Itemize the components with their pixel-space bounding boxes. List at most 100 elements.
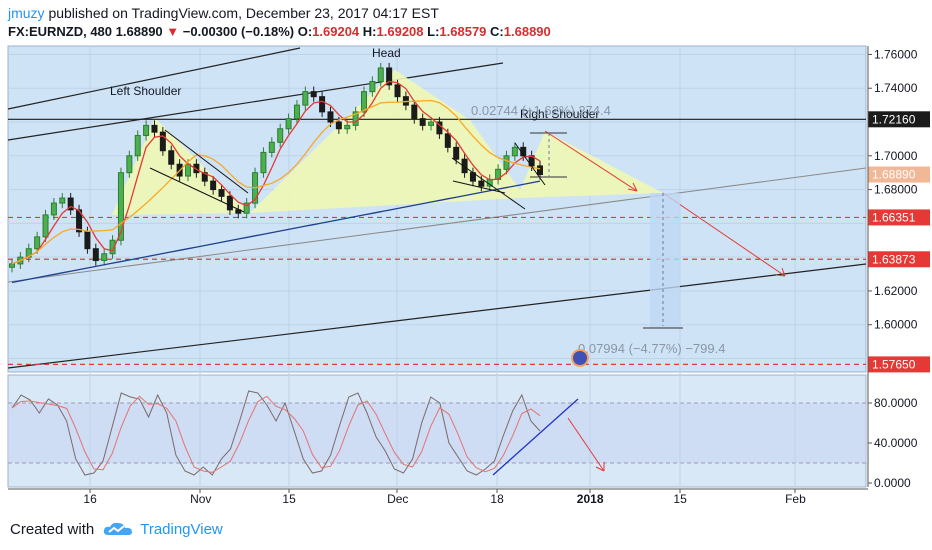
- candle-body: [151, 124, 158, 133]
- moving-average-orange: [11, 99, 541, 265]
- close-value: 1.68890: [503, 24, 551, 39]
- projection-arrow: [544, 130, 638, 192]
- candle-body: [50, 202, 57, 216]
- candle-body: [411, 104, 418, 120]
- price-tag-label: 1.63873: [872, 252, 916, 266]
- channel-line-top-1: [7, 47, 301, 110]
- candle-body: [84, 231, 91, 250]
- candle-body: [210, 180, 217, 191]
- candle-body: [511, 146, 518, 157]
- moving-average-blue: [11, 180, 541, 284]
- wedge-line: [452, 180, 506, 194]
- open-value: 1.69204: [312, 24, 360, 39]
- candle-body: [461, 158, 468, 174]
- candle-body: [335, 121, 342, 130]
- label-right-shoulder: Right Shoulder: [520, 107, 599, 121]
- price-axis-label: 1.76000: [874, 47, 918, 61]
- candle-body: [126, 155, 133, 174]
- price-tag-label: 1.57650: [872, 357, 916, 371]
- candle-body: [34, 236, 41, 250]
- candle-body: [159, 131, 166, 152]
- time-axis-label: 18: [490, 492, 504, 506]
- projection-arrow-head: [775, 267, 786, 277]
- candle-body: [143, 124, 150, 137]
- stochastic-band: [8, 403, 866, 463]
- candle-body: [134, 135, 141, 157]
- candle-body: [352, 111, 359, 126]
- wedge-line: [149, 167, 245, 213]
- symbol-info: FX:EURNZD, 480 1.68890 ▼ −0.00300 (−0.18…: [8, 24, 551, 39]
- candle-body: [193, 163, 200, 174]
- time-axis-label: Nov: [190, 492, 211, 506]
- price-axis-label: 1.74000: [874, 81, 918, 95]
- channel-line-top-2: [7, 62, 504, 141]
- candle-body: [101, 253, 108, 262]
- candle-body: [76, 209, 83, 233]
- candle-body: [117, 172, 124, 241]
- tradingview-cloud-icon: [104, 522, 133, 535]
- tradingview-brand[interactable]: TradingView: [140, 520, 223, 538]
- price-tag-label: 1.72160: [872, 112, 916, 126]
- candle-body: [260, 151, 267, 174]
- low-label: L:: [427, 24, 440, 39]
- publish-info: jmuzy published on TradingView.com, Dece…: [8, 5, 439, 21]
- high-value: 1.69208: [376, 24, 424, 39]
- time-axis-label: 16: [83, 492, 97, 506]
- candle-body: [59, 197, 66, 204]
- price-axis-label: 1.68000: [874, 183, 918, 197]
- price-tag: [868, 111, 930, 128]
- created-with-text: Created with: [10, 520, 95, 538]
- measure-box: [650, 193, 680, 328]
- stochastic-axis-label: 0.0000: [874, 476, 911, 490]
- candle-body: [361, 91, 367, 113]
- author-name[interactable]: jmuzy: [8, 5, 45, 21]
- candle-body: [268, 141, 275, 153]
- candle-body: [109, 239, 116, 255]
- candle-body: [185, 163, 191, 177]
- candle-body: [310, 91, 317, 98]
- time-axis-label: 2018: [577, 492, 604, 506]
- published-text: published on TradingView.com, December 2…: [48, 5, 439, 21]
- price-change: −0.00300 (−0.18%): [182, 24, 295, 39]
- price-tag-label: 1.68890: [872, 168, 916, 182]
- high-label: H:: [362, 24, 377, 39]
- down-arrow-icon: ▼: [166, 24, 180, 39]
- label-left-shoulder: Left Shoulder: [110, 84, 181, 98]
- wedge-line: [514, 142, 546, 186]
- candle-body: [478, 180, 485, 187]
- candle-body: [9, 263, 15, 268]
- last-price: 1.68890: [115, 24, 163, 39]
- candle-body: [168, 150, 175, 165]
- projection-arrow-head: [627, 182, 638, 192]
- symbol-label: FX:EURNZD, 480: [8, 24, 113, 39]
- moving-average-red: [11, 80, 541, 265]
- stochastic-axis-label: 80.0000: [874, 396, 918, 410]
- projection-arrow: [662, 192, 786, 277]
- candle-body: [386, 67, 393, 86]
- pattern-fill: [112, 70, 663, 215]
- time-axis-label: 15: [673, 492, 687, 506]
- price-axis-label: 1.60000: [874, 318, 918, 332]
- price-tag: [868, 166, 930, 183]
- candle-body: [201, 172, 208, 182]
- stochastic-projection-arrow-head: [595, 462, 605, 472]
- candle-body: [377, 67, 384, 82]
- candle-body: [92, 248, 99, 262]
- event-icon: [571, 349, 589, 367]
- label-measure-up: 0.02744 (+1.62%) 274.4: [471, 103, 611, 118]
- candle-body: [419, 118, 426, 126]
- price-tag-label: 1.66351: [872, 210, 916, 224]
- footer: Created with TradingView: [10, 520, 223, 538]
- candle-body: [285, 118, 292, 130]
- time-axis-label: 15: [282, 492, 296, 506]
- candle-body: [444, 133, 451, 148]
- candle-body: [327, 111, 334, 123]
- label-head: Head: [372, 46, 401, 60]
- candle-body: [394, 84, 401, 98]
- time-axis-label: Dec: [387, 492, 408, 506]
- low-value: 1.68579: [439, 24, 487, 39]
- price-tag: [868, 356, 930, 373]
- candle-body: [428, 121, 435, 126]
- candle-body: [42, 214, 49, 238]
